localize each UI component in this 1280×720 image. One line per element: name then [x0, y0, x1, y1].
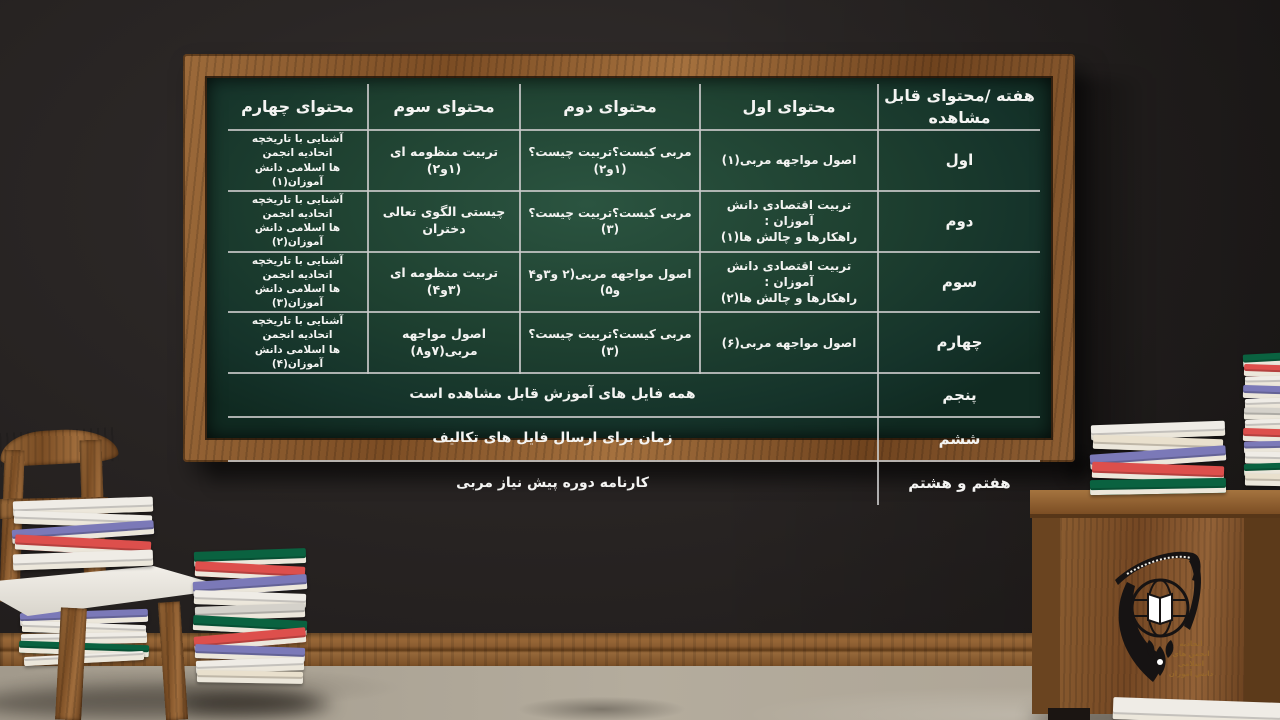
merged-note: کارنامه دوره پیش نیاز مربی — [228, 459, 879, 505]
cell-content-4: آشنایی با تاریخچه اتحادیه انجمن ها اسلام… — [228, 129, 369, 192]
chair-leg — [157, 601, 189, 720]
logo-text-line: انجمن های — [1172, 650, 1209, 658]
schedule-table: هفته /محتوای قابل مشاهده محتوای اول محتو… — [228, 84, 1040, 505]
stack-floor-shadow — [182, 692, 332, 716]
desk-side-panel — [1244, 516, 1280, 714]
merged-note: همه فایل های آموزش قابل مشاهده است — [228, 371, 879, 418]
logo-text-line: اتحادیه — [1179, 640, 1202, 648]
cell-content-1: تربیت اقتصادی دانش آموزان : راهکارها و چ… — [699, 189, 879, 253]
table-row: چهارم اصول مواجهه مربی(۶) مربی کیست؟تربی… — [228, 311, 1040, 374]
chair-leg — [55, 607, 87, 720]
table-row-merged: هفتم و هشتم کارنامه دوره پیش نیاز مربی — [228, 459, 1040, 505]
book — [1244, 473, 1280, 487]
week-label: چهارم — [877, 311, 1040, 374]
logo-leaf — [1165, 640, 1174, 658]
header-content-4: محتوای چهارم — [228, 84, 369, 132]
cell-content-1: تربیت اقتصادی دانش آموزان : راهکارها و چ… — [699, 250, 879, 314]
logo-text-line: دانش آموزان — [1169, 669, 1214, 678]
header-content-2: محتوای دوم — [519, 84, 701, 132]
book-stack-floor-left — [190, 548, 310, 684]
table-header-row: هفته /محتوای قابل مشاهده محتوای اول محتو… — [228, 84, 1040, 132]
logo-hook — [1184, 556, 1202, 630]
table-row-merged: ششم زمان برای ارسال فایل های تکالیف — [228, 415, 1040, 462]
book-stack-on-desk — [1086, 420, 1230, 496]
book-stack-on-chair — [8, 496, 158, 571]
cell-content-2: مربی کیست؟تربیت چیست؟ (۳) — [519, 311, 701, 374]
cell-content-3: تربیت منظومه ای (۱و۲) — [367, 129, 521, 192]
week-label: اول — [877, 129, 1040, 192]
merged-note: زمان برای ارسال فایل های تکالیف — [228, 415, 879, 462]
cell-content-3: چیستی الگوی تعالی دختران — [367, 189, 521, 253]
chair-floor-shadow — [0, 688, 315, 718]
logo-text-line: اسلامی — [1178, 660, 1204, 668]
week-label: هفتم و هشتم — [877, 459, 1040, 505]
header-content-1: محتوای اول — [699, 84, 879, 132]
cell-content-1: اصول مواجهه مربی(۱) — [699, 129, 879, 192]
week-label: ششم — [877, 415, 1040, 462]
cell-content-3: اصول مواجهه مربی(۷و۸) — [367, 311, 521, 374]
header-week: هفته /محتوای قابل مشاهده — [877, 84, 1040, 132]
cell-content-4: آشنایی با تاریخچه اتحادیه انجمن ها اسلام… — [228, 189, 369, 253]
cell-content-2: اصول مواجهه مربی(۲ و۳و۴ و۵) — [519, 250, 701, 314]
cell-content-2: مربی کیست؟تربیت چیست؟(۳) — [519, 189, 701, 253]
book — [196, 670, 304, 684]
desk-left-panel — [1032, 516, 1060, 714]
week-label: پنجم — [877, 371, 1040, 418]
book — [1089, 477, 1227, 496]
table-row-merged: پنجم همه فایل های آموزش قابل مشاهده است — [228, 371, 1040, 418]
cell-content-4: آشنایی با تاریخچه اتحادیه انجمن ها اسلام… — [228, 311, 369, 374]
logo-swoosh — [1115, 551, 1201, 585]
book — [1112, 697, 1280, 720]
cell-content-3: تربیت منظومه ای (۳و۴) — [367, 250, 521, 314]
book — [12, 549, 154, 571]
logo-arc-text-marks — [1126, 555, 1192, 575]
book-stack-right-edge — [1240, 351, 1280, 487]
logo-dot — [1157, 659, 1163, 665]
week-label: سوم — [877, 250, 1040, 314]
cell-content-4: آشنایی با تاریخچه اتحادیه انجمن ها اسلام… — [228, 250, 369, 314]
cell-content-2: مربی کیست؟تربیت چیست؟(۱و۲) — [519, 129, 701, 192]
header-content-3: محتوای سوم — [367, 84, 521, 132]
board-shadow — [1068, 78, 1163, 478]
desk-top — [1030, 490, 1280, 518]
union-logo: اتحادیه انجمن های اسلامی دانش آموزان — [1115, 551, 1214, 682]
table-row: اول اصول مواجهه مربی(۱) مربی کیست؟تربیت … — [228, 129, 1040, 192]
table-row: سوم تربیت اقتصادی دانش آموزان : راهکارها… — [228, 250, 1040, 314]
table-row: دوم تربیت اقتصادی دانش آموزان : راهکارها… — [228, 189, 1040, 253]
logo-leaf — [1146, 640, 1155, 658]
desk-foot — [1048, 708, 1090, 720]
book-on-floor — [1112, 697, 1280, 720]
cell-content-1: اصول مواجهه مربی(۶) — [699, 311, 879, 374]
week-label: دوم — [877, 189, 1040, 253]
